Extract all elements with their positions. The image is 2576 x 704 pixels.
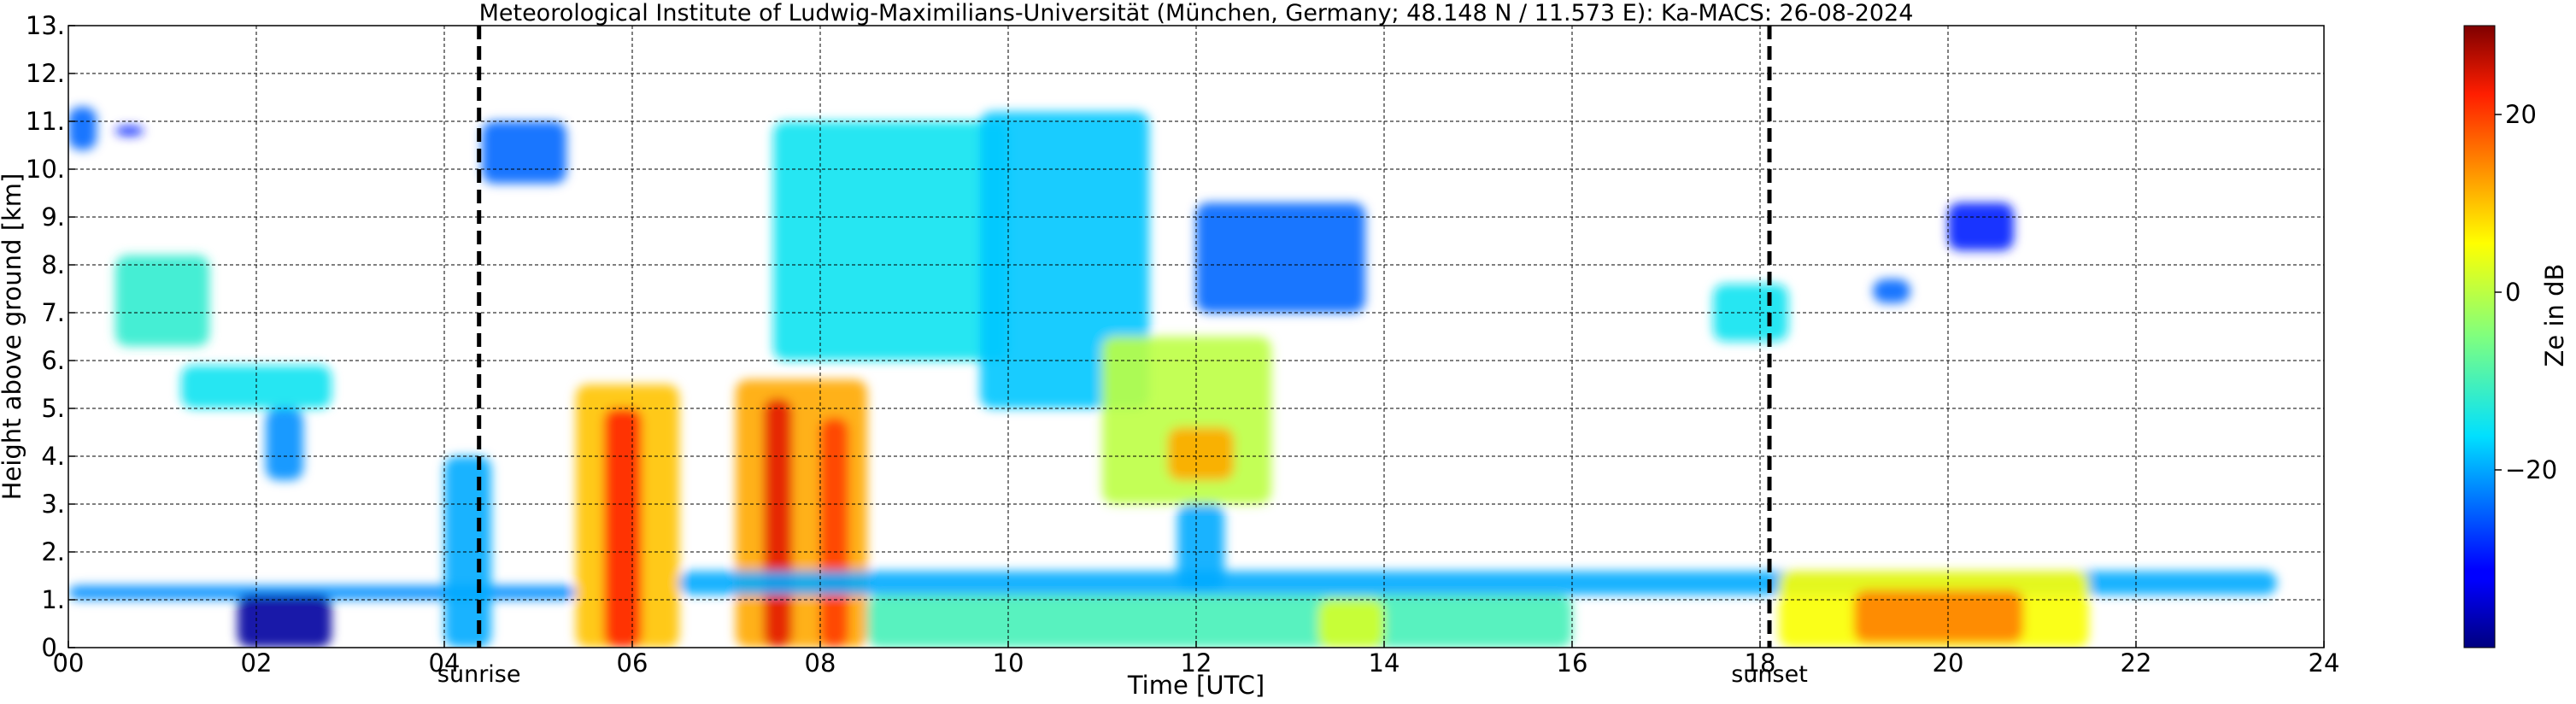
- x-tick-label: 18: [1745, 648, 1776, 678]
- x-tick-label: 24: [2309, 648, 2340, 678]
- y-axis-label: Height above ground [km]: [0, 173, 26, 501]
- echo-region: [1177, 504, 1224, 590]
- y-tick-label: 9.: [41, 202, 65, 232]
- x-axis: 00 02 04 06 08 10 12 14 16 18 20 22 24: [53, 641, 2340, 678]
- grid: [68, 26, 2324, 648]
- y-tick-label: 11.: [26, 107, 65, 136]
- x-tick-label: 12: [1181, 648, 1212, 678]
- colorbar-tick-label: 20: [2505, 100, 2537, 129]
- chart-title: Meteorological Institute of Ludwig-Maxim…: [479, 0, 1914, 26]
- event-label-sunset: sunset: [1731, 661, 1808, 688]
- event-label-sunrise: sunrise: [437, 661, 521, 688]
- x-tick-label: 04: [429, 648, 461, 678]
- x-tick-label: 22: [2121, 648, 2152, 678]
- echo-regions: [68, 107, 2277, 648]
- y-axis: 0. 1. 2. 3. 4. 5. 6. 7. 8. 9. 10. 11. 12. 13.: [26, 11, 75, 662]
- y-tick-label: 0.: [41, 633, 65, 662]
- echo-region: [266, 408, 303, 480]
- echo-region: [68, 107, 97, 150]
- echo-region: [867, 595, 1572, 648]
- echo-region: [115, 255, 209, 347]
- y-tick-label: 4.: [41, 442, 65, 471]
- echo-region: [773, 121, 1008, 361]
- x-tick-label: 10: [993, 648, 1024, 678]
- x-tick-label: 00: [53, 648, 85, 678]
- colorbar-ticks: 20 0 −20: [2495, 100, 2557, 484]
- echo-region: [1948, 202, 2014, 251]
- colorbar-tick-label: −20: [2505, 455, 2557, 484]
- echo-region: [980, 111, 1149, 409]
- x-tick-label: 06: [617, 648, 648, 678]
- colorbar: [2463, 25, 2496, 648]
- colorbar-tick-label: 0: [2505, 278, 2520, 307]
- event-markers: sunrise sunset: [437, 26, 1808, 688]
- echo-region: [238, 595, 332, 648]
- x-axis-label: Time [UTC]: [1127, 671, 1265, 700]
- colorbar-label: Ze in dB: [2540, 264, 2569, 367]
- y-tick-label: 6.: [41, 346, 65, 375]
- y-tick-label: 7.: [41, 298, 65, 327]
- x-tick-label: 20: [1933, 648, 1964, 678]
- y-tick-label: 1.: [41, 585, 65, 614]
- y-tick-label: 5.: [41, 394, 65, 423]
- x-tick-label: 08: [805, 648, 836, 678]
- x-tick-label: 02: [241, 648, 273, 678]
- echo-region: [1854, 590, 2023, 643]
- echo-region: [1318, 600, 1384, 648]
- y-tick-label: 13.: [26, 11, 65, 40]
- y-tick-label: 12.: [26, 59, 65, 88]
- echo-region: [820, 418, 848, 648]
- y-tick-label: 8.: [41, 250, 65, 279]
- y-tick-label: 2.: [41, 537, 65, 566]
- y-tick-label: 3.: [41, 490, 65, 519]
- echo-region: [764, 398, 792, 648]
- x-tick-label: 14: [1369, 648, 1400, 678]
- echo-region: [115, 126, 144, 136]
- x-tick-label: 16: [1557, 648, 1588, 678]
- echo-region: [1196, 202, 1365, 313]
- y-tick-label: 10.: [26, 155, 65, 184]
- echo-region: [1168, 427, 1234, 480]
- echo-region: [604, 408, 642, 648]
- echo-region: [482, 121, 566, 184]
- echo-region: [1873, 279, 1910, 303]
